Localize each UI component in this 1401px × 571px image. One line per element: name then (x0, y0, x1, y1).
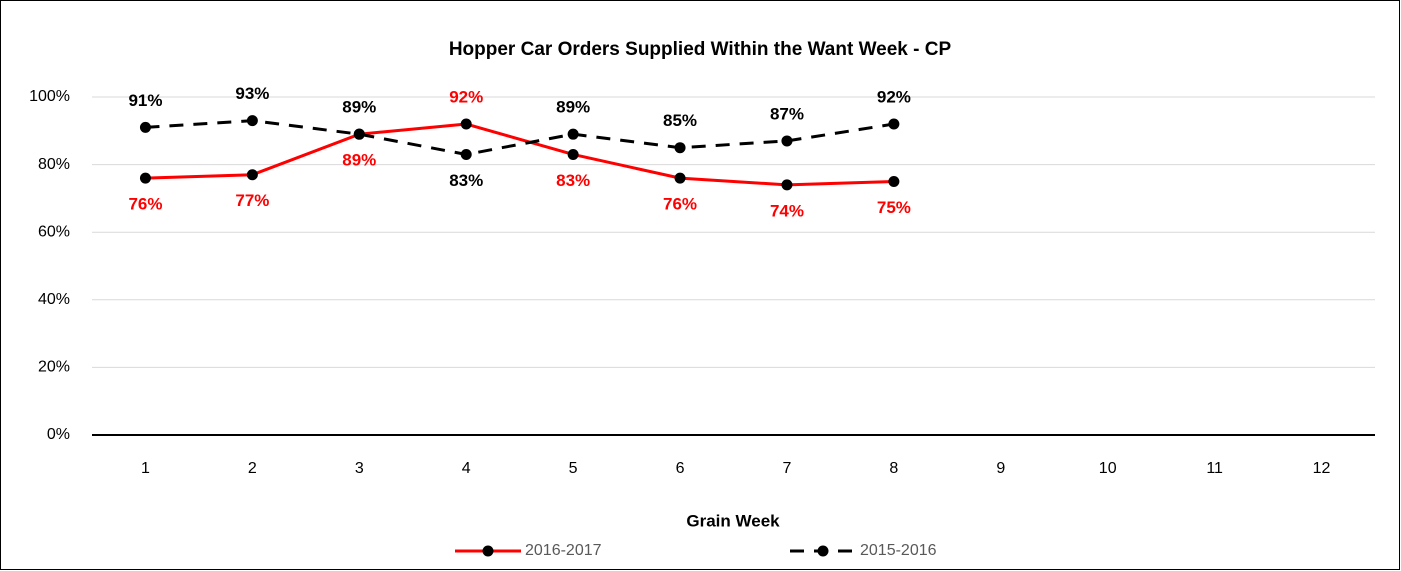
x-tick-label: 11 (1206, 460, 1223, 477)
data-label: 89% (342, 98, 376, 117)
x-axis-title: Grain Week (686, 511, 780, 530)
series-line (145, 119, 895, 156)
x-tick-label: 6 (676, 460, 685, 477)
series-line (145, 122, 894, 187)
legend-marker (482, 545, 494, 557)
data-point (460, 148, 472, 160)
legend-label: 2016-2017 (525, 542, 602, 559)
data-label: 74% (770, 201, 804, 220)
legend-marker (817, 545, 829, 557)
y-tick-label: 100% (29, 88, 70, 105)
data-label: 85% (663, 111, 697, 130)
x-tick-label: 7 (783, 460, 792, 477)
y-tick-label: 20% (38, 359, 70, 376)
x-tick-label: 8 (889, 460, 898, 477)
x-tick-label: 1 (141, 460, 150, 477)
data-point (246, 169, 258, 181)
data-label: 93% (235, 84, 269, 103)
data-label: 89% (556, 98, 590, 117)
data-point (674, 172, 686, 184)
data-label: 77% (235, 191, 269, 210)
data-label: 76% (128, 195, 162, 214)
y-tick-label: 40% (38, 291, 70, 308)
data-point (888, 118, 900, 130)
legend-label: 2015-2016 (860, 542, 937, 559)
data-point (888, 176, 900, 187)
data-label: 83% (449, 171, 483, 190)
data-label: 91% (128, 91, 162, 110)
data-point (567, 128, 579, 140)
y-tick-label: 0% (47, 426, 70, 443)
data-label: 92% (449, 88, 483, 107)
data-point (674, 142, 686, 154)
data-point (781, 135, 793, 147)
y-tick-label: 80% (38, 156, 70, 173)
data-point (139, 172, 151, 184)
data-point (567, 148, 579, 160)
data-label: 75% (877, 198, 911, 217)
data-label: 92% (877, 88, 911, 107)
data-label: 83% (556, 171, 590, 190)
x-tick-label: 2 (248, 460, 257, 477)
data-point (781, 179, 793, 191)
x-tick-label: 3 (355, 460, 364, 477)
data-point (246, 115, 258, 127)
data-point (139, 121, 151, 133)
data-point (460, 118, 472, 130)
x-tick-label: 4 (462, 460, 471, 477)
data-point (353, 128, 365, 140)
x-tick-label: 12 (1313, 460, 1331, 477)
chart-title: Hopper Car Orders Supplied Within the Wa… (449, 39, 952, 60)
data-label: 76% (663, 195, 697, 214)
data-label: 89% (342, 151, 376, 170)
data-label: 87% (770, 104, 804, 123)
y-tick-label: 60% (38, 223, 70, 240)
x-tick-label: 5 (569, 460, 578, 477)
x-tick-label: 10 (1099, 460, 1117, 477)
x-tick-label: 9 (996, 460, 1005, 477)
